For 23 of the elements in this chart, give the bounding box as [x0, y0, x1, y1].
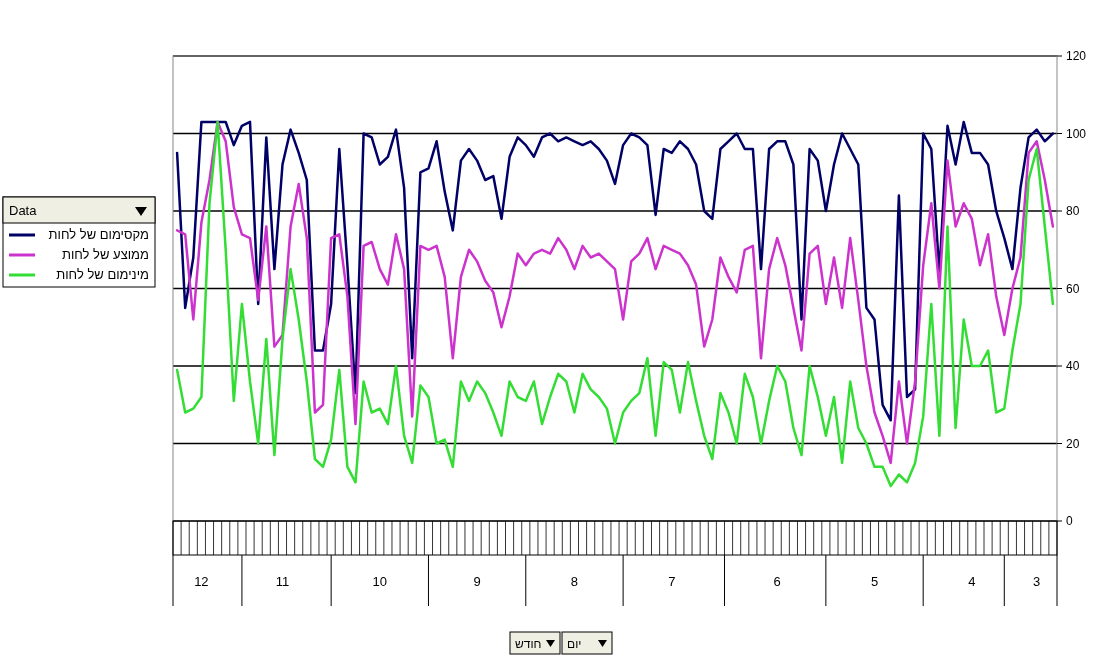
y-tick-label: 120 — [1066, 49, 1087, 63]
x-tick-label: 8 — [570, 574, 579, 589]
y-tick-label: 0 — [1066, 514, 1073, 528]
y-tick-label: 20 — [1066, 436, 1080, 451]
x-tick-label: 5 — [870, 574, 879, 589]
x-tick-label: 6 — [773, 574, 781, 589]
x-tick-label: 3 — [1033, 574, 1041, 589]
x-tick-label: 7 — [668, 574, 676, 589]
text: חודש — [515, 637, 542, 651]
y-tick-label: 40 — [1066, 359, 1080, 373]
y-tick-label: 80 — [1066, 204, 1080, 218]
y-tick-label: 60 — [1066, 281, 1080, 296]
x-tick-label: 11 — [275, 574, 290, 589]
legend-label: ממוצע של לחות — [61, 247, 149, 262]
x-tick-label: 4 — [968, 574, 976, 589]
x-tick-label: 9 — [473, 574, 481, 589]
x-tick-label: 10 — [372, 574, 388, 589]
text: יום — [567, 637, 582, 651]
legend-label: מינימום של לחות — [56, 267, 149, 282]
y-tick-label: 100 — [1066, 126, 1087, 141]
x-tick-label: 12 — [194, 574, 209, 589]
legend-title: Data — [9, 203, 38, 218]
legend-label: מקסימום של לחות — [48, 227, 149, 242]
